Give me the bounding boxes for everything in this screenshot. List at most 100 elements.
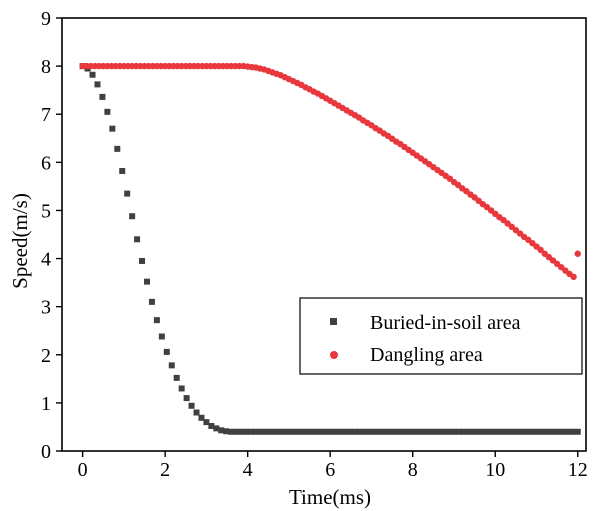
data-point-buried-in-soil-area bbox=[495, 428, 502, 435]
data-point-buried-in-soil-area bbox=[302, 428, 309, 435]
data-point-buried-in-soil-area bbox=[436, 428, 443, 435]
data-point-buried-in-soil-area bbox=[158, 333, 165, 340]
series-dangling-area bbox=[79, 62, 581, 281]
data-point-buried-in-soil-area bbox=[198, 414, 205, 421]
data-point-buried-in-soil-area bbox=[104, 108, 111, 115]
data-point-buried-in-soil-area bbox=[322, 428, 329, 435]
data-point-buried-in-soil-area bbox=[287, 428, 294, 435]
data-point-buried-in-soil-area bbox=[554, 428, 561, 435]
data-point-buried-in-soil-area bbox=[480, 428, 487, 435]
data-point-buried-in-soil-area bbox=[143, 278, 150, 285]
data-point-buried-in-soil-area bbox=[292, 428, 299, 435]
data-point-buried-in-soil-area bbox=[356, 428, 363, 435]
data-point-buried-in-soil-area bbox=[153, 317, 160, 324]
legend-label-buried-in-soil-area: Buried-in-soil area bbox=[370, 312, 521, 334]
data-point-buried-in-soil-area bbox=[421, 428, 428, 435]
y-tick-label: 3 bbox=[41, 297, 51, 319]
data-point-buried-in-soil-area bbox=[396, 428, 403, 435]
data-point-buried-in-soil-area bbox=[243, 428, 250, 435]
data-point-buried-in-soil-area bbox=[262, 428, 269, 435]
y-tick-label: 4 bbox=[41, 249, 51, 271]
plot-frame bbox=[61, 17, 587, 452]
data-point-buried-in-soil-area bbox=[505, 428, 512, 435]
data-point-buried-in-soil-area bbox=[540, 428, 547, 435]
data-point-buried-in-soil-area bbox=[470, 428, 477, 435]
legend-marker-buried-in-soil-area bbox=[330, 318, 337, 325]
data-point-buried-in-soil-area bbox=[455, 428, 462, 435]
data-point-buried-in-soil-area bbox=[559, 428, 566, 435]
data-point-buried-in-soil-area bbox=[386, 428, 393, 435]
data-point-buried-in-soil-area bbox=[520, 428, 527, 435]
data-point-buried-in-soil-area bbox=[401, 428, 408, 435]
x-tick-label: 10 bbox=[485, 459, 505, 481]
data-point-buried-in-soil-area bbox=[114, 145, 121, 152]
data-point-buried-in-soil-area bbox=[124, 190, 131, 197]
data-point-buried-in-soil-area bbox=[510, 428, 517, 435]
x-tick-label: 4 bbox=[243, 459, 253, 481]
data-point-buried-in-soil-area bbox=[267, 428, 274, 435]
data-point-buried-in-soil-area bbox=[89, 71, 96, 78]
legend-marker-dangling-area bbox=[330, 351, 338, 359]
data-point-buried-in-soil-area bbox=[188, 402, 195, 409]
data-point-buried-in-soil-area bbox=[431, 428, 438, 435]
data-point-buried-in-soil-area bbox=[446, 428, 453, 435]
data-point-buried-in-soil-area bbox=[238, 428, 245, 435]
series-buried-in-soil-area bbox=[79, 63, 581, 435]
y-axis-label: Speed(m/s) bbox=[8, 193, 32, 289]
data-point-buried-in-soil-area bbox=[223, 428, 230, 435]
data-point-buried-in-soil-area bbox=[490, 428, 497, 435]
x-axis-label: Time(ms) bbox=[289, 485, 371, 509]
data-point-buried-in-soil-area bbox=[312, 428, 319, 435]
y-tick-label: 9 bbox=[41, 8, 51, 30]
data-point-buried-in-soil-area bbox=[569, 428, 576, 435]
data-point-buried-in-soil-area bbox=[99, 93, 106, 100]
data-point-buried-in-soil-area bbox=[168, 362, 175, 369]
data-point-buried-in-soil-area bbox=[252, 428, 259, 435]
data-point-buried-in-soil-area bbox=[416, 428, 423, 435]
data-point-buried-in-soil-area bbox=[257, 428, 264, 435]
data-point-buried-in-soil-area bbox=[351, 428, 358, 435]
data-point-buried-in-soil-area bbox=[139, 257, 146, 264]
legend: Buried-in-soil area Dangling area bbox=[299, 297, 583, 375]
data-point-buried-in-soil-area bbox=[247, 428, 254, 435]
data-point-buried-in-soil-area bbox=[307, 428, 314, 435]
data-point-buried-in-soil-area bbox=[450, 428, 457, 435]
y-tick-label: 8 bbox=[41, 56, 51, 78]
x-tick-label: 8 bbox=[408, 459, 418, 481]
y-tick-label: 1 bbox=[41, 393, 51, 415]
data-point-buried-in-soil-area bbox=[381, 428, 388, 435]
data-point-buried-in-soil-area bbox=[515, 428, 522, 435]
x-tick-label: 0 bbox=[78, 459, 88, 481]
data-point-buried-in-soil-area bbox=[441, 428, 448, 435]
data-point-buried-in-soil-area bbox=[411, 428, 418, 435]
data-point-buried-in-soil-area bbox=[426, 428, 433, 435]
data-point-buried-in-soil-area bbox=[297, 428, 304, 435]
legend-label-dangling-area: Dangling area bbox=[370, 344, 483, 366]
data-point-buried-in-soil-area bbox=[460, 428, 467, 435]
data-point-buried-in-soil-area bbox=[564, 428, 571, 435]
x-tick-label: 2 bbox=[160, 459, 170, 481]
data-point-buried-in-soil-area bbox=[228, 428, 235, 435]
data-point-buried-in-soil-area bbox=[465, 428, 472, 435]
data-point-buried-in-soil-area bbox=[366, 428, 373, 435]
data-point-buried-in-soil-area bbox=[183, 395, 190, 402]
data-point-buried-in-soil-area bbox=[233, 428, 240, 435]
y-tick-label: 5 bbox=[41, 200, 51, 222]
x-tick-label: 12 bbox=[568, 459, 588, 481]
data-point-buried-in-soil-area bbox=[371, 428, 378, 435]
data-point-buried-in-soil-area bbox=[272, 428, 279, 435]
data-point-dangling-area bbox=[570, 273, 577, 281]
data-point-buried-in-soil-area bbox=[391, 428, 398, 435]
data-point-dangling-area bbox=[574, 250, 581, 257]
data-point-buried-in-soil-area bbox=[119, 167, 126, 174]
data-point-buried-in-soil-area bbox=[332, 428, 339, 435]
legend-box bbox=[299, 297, 583, 375]
data-point-buried-in-soil-area bbox=[94, 81, 101, 88]
data-point-buried-in-soil-area bbox=[193, 409, 200, 416]
data-point-dangling-area bbox=[537, 246, 544, 254]
data-point-buried-in-soil-area bbox=[134, 236, 141, 243]
y-tick-label: 7 bbox=[41, 104, 51, 126]
data-point-buried-in-soil-area bbox=[282, 428, 289, 435]
data-point-buried-in-soil-area bbox=[213, 425, 220, 432]
